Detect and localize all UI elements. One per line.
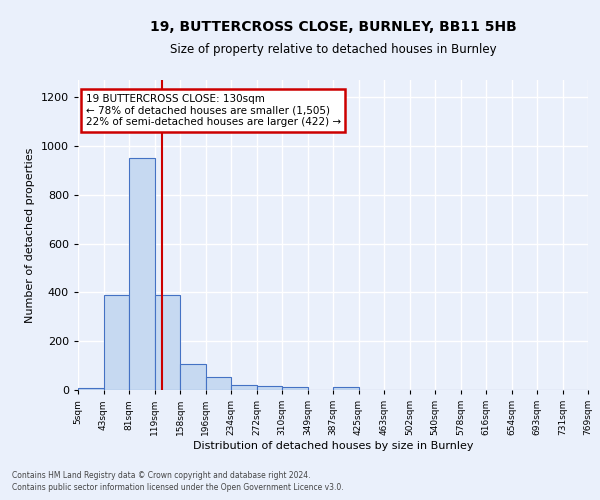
Bar bbox=[78, 388, 104, 390]
Y-axis label: Number of detached properties: Number of detached properties bbox=[25, 148, 35, 322]
Bar bbox=[333, 387, 359, 390]
Text: Contains HM Land Registry data © Crown copyright and database right 2024.: Contains HM Land Registry data © Crown c… bbox=[12, 471, 311, 480]
Text: 19 BUTTERCROSS CLOSE: 130sqm
← 78% of detached houses are smaller (1,505)
22% of: 19 BUTTERCROSS CLOSE: 130sqm ← 78% of de… bbox=[86, 94, 341, 127]
Text: Contains public sector information licensed under the Open Government Licence v3: Contains public sector information licen… bbox=[12, 484, 344, 492]
Text: 19, BUTTERCROSS CLOSE, BURNLEY, BB11 5HB: 19, BUTTERCROSS CLOSE, BURNLEY, BB11 5HB bbox=[149, 20, 517, 34]
Bar bbox=[129, 158, 155, 390]
Bar bbox=[205, 376, 231, 390]
Bar bbox=[257, 386, 282, 390]
Bar bbox=[104, 295, 129, 390]
Bar bbox=[155, 295, 180, 390]
Bar bbox=[282, 387, 308, 390]
Bar bbox=[180, 364, 205, 390]
Bar bbox=[231, 384, 257, 390]
Text: Size of property relative to detached houses in Burnley: Size of property relative to detached ho… bbox=[170, 42, 496, 56]
X-axis label: Distribution of detached houses by size in Burnley: Distribution of detached houses by size … bbox=[193, 441, 473, 451]
